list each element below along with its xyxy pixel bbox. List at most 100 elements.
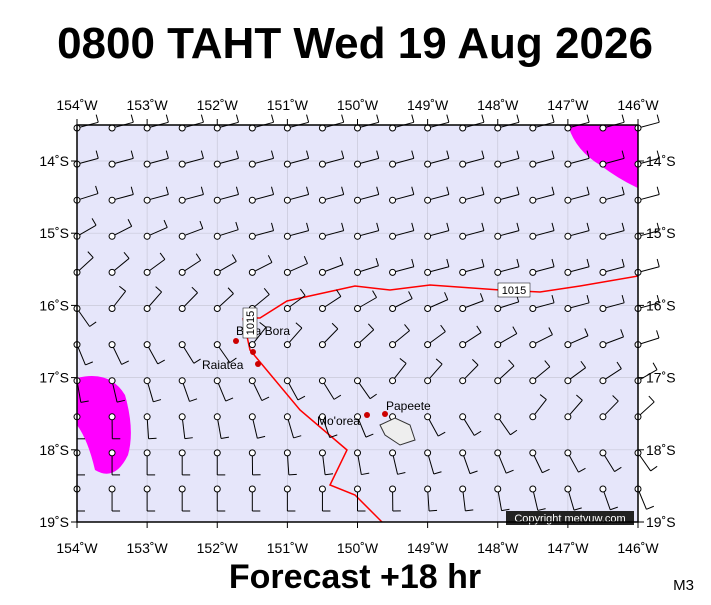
barb-station (249, 269, 255, 275)
barb-station (355, 342, 361, 348)
barb-station (144, 306, 150, 312)
lat-label: 16˚S (39, 297, 69, 313)
barb-station (565, 269, 571, 275)
barb-feather (517, 115, 519, 123)
barb-station (319, 378, 325, 384)
barb-station (284, 269, 290, 275)
lat-label: 17˚S (39, 370, 69, 386)
barb-station (460, 450, 466, 456)
barb-station (355, 233, 361, 239)
barb-station (179, 342, 185, 348)
barb-station (249, 233, 255, 239)
barb-station (495, 342, 501, 348)
barb-station (355, 378, 361, 384)
barb-station (495, 161, 501, 167)
barb-station (284, 378, 290, 384)
barb-station (390, 486, 396, 492)
barb-station (600, 306, 606, 312)
barb-station (109, 197, 115, 203)
barb-station (565, 414, 571, 420)
barb-station (319, 125, 325, 131)
barb-feather (482, 115, 484, 123)
barb-station (319, 486, 325, 492)
barb-feather (552, 115, 554, 123)
barb-station (109, 450, 115, 456)
barb-station (530, 125, 536, 131)
lon-label: 151˚W (267, 540, 309, 556)
lon-label: 151˚W (267, 97, 309, 113)
barb-station (565, 125, 571, 131)
barb-station (460, 306, 466, 312)
barb-station (425, 125, 431, 131)
barb-station (425, 450, 431, 456)
lat-label: 18˚S (646, 442, 676, 458)
barb-feather (377, 115, 379, 123)
lon-label: 146˚W (617, 97, 659, 113)
barb-station (495, 233, 501, 239)
barb-station (565, 161, 571, 167)
lon-label: 152˚W (197, 97, 239, 113)
barb-station (425, 269, 431, 275)
barb-station (390, 269, 396, 275)
barb-feather (657, 115, 659, 123)
lon-label: 148˚W (477, 540, 519, 556)
barb-station (179, 450, 185, 456)
barb-station (425, 233, 431, 239)
barb-station (425, 161, 431, 167)
barb-station (179, 378, 185, 384)
barb-station (284, 342, 290, 348)
lon-label: 154˚W (56, 97, 98, 113)
barb-station (530, 378, 536, 384)
barb-station (109, 161, 115, 167)
subtitle: Forecast +18 hr (229, 558, 481, 596)
lat-label: 18˚S (39, 442, 69, 458)
barb-station (214, 269, 220, 275)
barb-station (214, 450, 220, 456)
barb-station (495, 450, 501, 456)
barb-station (600, 450, 606, 456)
barb-station (355, 306, 361, 312)
barb-feather (429, 510, 437, 511)
lat-label: 17˚S (646, 370, 676, 386)
barb-station (495, 269, 501, 275)
barb-station (495, 378, 501, 384)
barb-feather (96, 115, 98, 123)
barb-station (179, 269, 185, 275)
barb-station (249, 125, 255, 131)
barb-station (530, 233, 536, 239)
lat-label: 19˚S (39, 514, 69, 530)
barb-station (355, 125, 361, 131)
barb-station (284, 414, 290, 420)
barb-station (109, 233, 115, 239)
barb-station (249, 450, 255, 456)
barb-feather (649, 396, 654, 402)
barb-station (425, 306, 431, 312)
barb-station (144, 414, 150, 420)
barb-station (390, 233, 396, 239)
barb-station (355, 486, 361, 492)
barb-station (179, 161, 185, 167)
barb-station (284, 125, 290, 131)
lon-label: 147˚W (547, 97, 589, 113)
barb-feather (342, 115, 344, 123)
island (250, 349, 256, 355)
lon-label: 150˚W (337, 97, 379, 113)
barb-station (284, 197, 290, 203)
lon-label: 153˚W (127, 97, 169, 113)
barb-station (214, 197, 220, 203)
barb-station (530, 306, 536, 312)
barb-station (179, 233, 185, 239)
barb-station (214, 125, 220, 131)
barb-station (530, 450, 536, 456)
lon-label: 149˚W (407, 97, 449, 113)
barb-station (460, 269, 466, 275)
barb-station (355, 450, 361, 456)
barb-station (144, 450, 150, 456)
isobar-label: 1015 (245, 311, 257, 335)
barb-station (144, 161, 150, 167)
barb-feather (657, 187, 659, 195)
barb-station (109, 342, 115, 348)
barb-feather (201, 115, 203, 123)
barb-station (109, 306, 115, 312)
barb-station (600, 414, 606, 420)
